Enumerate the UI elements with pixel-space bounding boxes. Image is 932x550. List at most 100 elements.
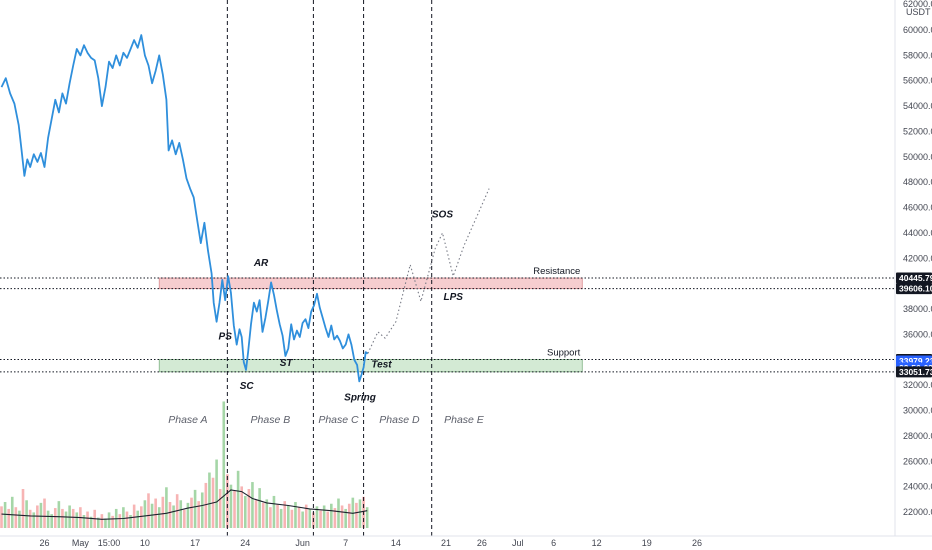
volume-bar	[326, 511, 330, 528]
volume-bar	[154, 498, 157, 528]
y-tick-label: 44000.00	[903, 228, 932, 238]
volume-bar	[358, 499, 362, 528]
volume-bar	[236, 470, 240, 528]
volume-bar	[157, 507, 161, 528]
price-tag-label: 39606.10	[899, 284, 932, 294]
volume-bar	[179, 500, 183, 528]
volume-bar	[143, 500, 147, 528]
volume-bar	[10, 496, 14, 528]
y-tick-label: 24000.00	[903, 482, 932, 492]
volume-bar	[3, 502, 7, 528]
x-tick-label: 7	[343, 538, 348, 548]
volume-bar	[150, 503, 154, 528]
price-tag	[896, 272, 932, 284]
volume-bar	[269, 507, 272, 528]
volume-bar	[21, 489, 25, 528]
volume-bar	[222, 401, 226, 528]
volume-bar	[347, 503, 351, 528]
volume-bar	[136, 510, 140, 528]
y-tick-label: 36000.00	[903, 329, 932, 339]
volume-bar	[240, 486, 243, 528]
x-tick-label: 26	[692, 538, 702, 548]
x-tick-label: 10	[140, 538, 150, 548]
volume-bar	[129, 515, 132, 528]
x-tick-label: Jun	[295, 538, 310, 548]
annotation-sos: SOS	[432, 210, 453, 221]
y-tick-label: 52000.00	[903, 126, 932, 136]
annotation-ar: AR	[253, 258, 269, 269]
volume-bar	[140, 506, 143, 528]
price-line	[0, 34, 369, 383]
x-tick-label: 6	[551, 538, 556, 548]
volume-bar	[25, 500, 28, 528]
annotation-spring: Spring	[344, 392, 376, 403]
volume-bar	[265, 499, 269, 528]
volume-bar	[161, 496, 165, 528]
volume-bar	[36, 505, 39, 528]
phase-label: Phase A	[168, 414, 207, 426]
price-series	[0, 34, 490, 383]
volume-bar	[333, 508, 337, 528]
y-tick-label: 56000.00	[903, 76, 932, 86]
volume-bar	[365, 507, 369, 528]
resistance-zone	[158, 277, 583, 290]
volume-bar	[107, 512, 111, 528]
volume-bar	[125, 511, 129, 528]
volume-bar	[186, 502, 190, 528]
volume-bar	[168, 502, 172, 528]
annotation-lps: LPS	[443, 292, 463, 303]
annotation-test: Test	[371, 359, 392, 370]
volume-bar	[53, 508, 57, 528]
volume-bar	[301, 511, 304, 528]
y-tick-label: 42000.00	[903, 253, 932, 263]
volume-bar	[89, 516, 93, 528]
volume-bar	[82, 515, 86, 528]
volume-bar	[287, 505, 290, 528]
volume-bar	[319, 510, 322, 528]
volume-bar	[57, 501, 61, 528]
volume-bar	[183, 509, 186, 528]
y-tick-label: 28000.00	[903, 431, 932, 441]
x-tick-label: 21	[441, 538, 451, 548]
volume-bar	[247, 489, 251, 528]
volume-bar	[226, 474, 229, 528]
volume-bar	[32, 512, 36, 528]
support-zone	[158, 359, 583, 373]
volume-bar	[18, 510, 21, 528]
phase-label: Phase E	[444, 414, 485, 426]
volume-bar	[279, 508, 283, 528]
y-tick-label: 48000.00	[903, 177, 932, 187]
volume-bar	[344, 508, 347, 528]
y-tick-label: 58000.00	[903, 50, 932, 60]
resistance-label: Resistance	[533, 266, 580, 277]
volume-bar	[294, 502, 297, 528]
x-tick-label: May	[72, 538, 90, 548]
volume-bar	[14, 507, 18, 528]
phase-dividers	[226, 0, 433, 536]
volume-bar	[104, 518, 107, 528]
price-tag	[896, 366, 932, 378]
y-tick-label: 32000.00	[903, 380, 932, 390]
zones: Resistance Support	[0, 266, 895, 373]
volume-bar	[96, 517, 100, 528]
volume-bar	[243, 495, 247, 528]
x-tick-label: Jul	[512, 538, 524, 548]
currency-label: USDT	[906, 7, 931, 17]
volume-bar	[200, 492, 204, 528]
volume-bar	[304, 504, 308, 528]
volume-bar	[39, 502, 43, 528]
volume-bar	[172, 505, 175, 528]
y-tick-label: 30000.00	[903, 406, 932, 416]
volume-bar	[258, 488, 261, 528]
phase-label: Phase D	[379, 414, 420, 426]
volume-bar	[355, 502, 358, 528]
volume-bar	[28, 509, 32, 528]
y-tick-label: 26000.00	[903, 456, 932, 466]
volume-bar	[215, 459, 218, 528]
volume-bar	[254, 500, 258, 528]
volume-bar	[43, 498, 46, 528]
x-tick-label: 15:00	[98, 538, 121, 548]
volume-bar	[0, 506, 3, 528]
volume-bar	[132, 504, 136, 528]
